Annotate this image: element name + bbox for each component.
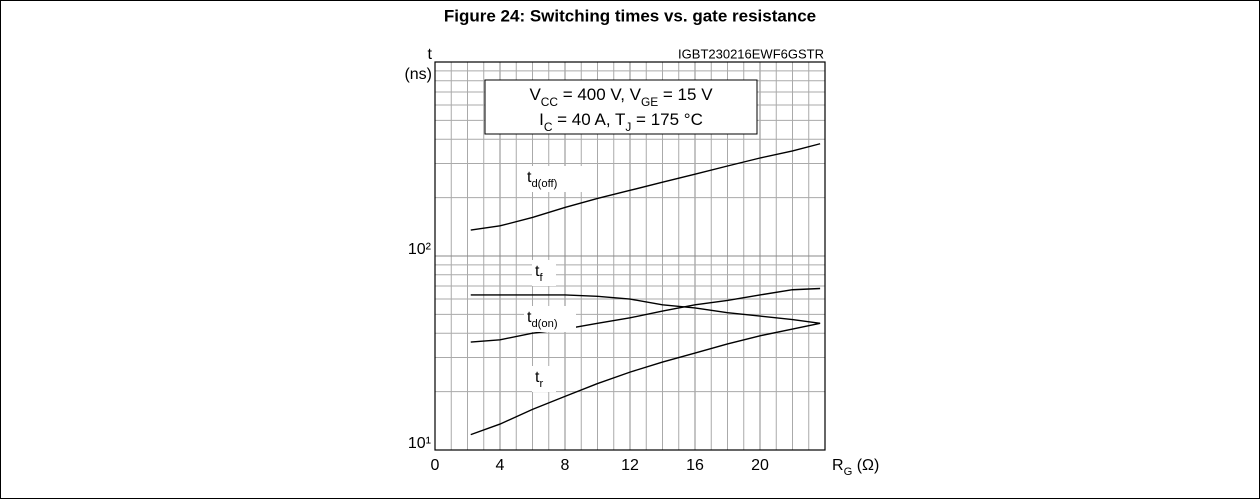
x-tick-label: 4 — [496, 457, 505, 474]
x-tick-label: 12 — [621, 457, 639, 474]
text-piece: = 175 °C — [631, 110, 703, 129]
text-piece: V — [529, 85, 541, 104]
series-label: td(off) — [527, 169, 558, 190]
text-piece: GE — [641, 95, 658, 109]
text-piece: = 400 V, V — [558, 85, 642, 104]
series-label: tr — [535, 369, 543, 390]
series-line — [470, 143, 821, 231]
series-label: td(on) — [527, 309, 558, 330]
code-label: IGBT230216EWF6GSTR — [678, 46, 824, 61]
text-piece: I — [539, 110, 544, 129]
y-axis-label: (ns) — [404, 66, 432, 83]
x-axis-label: RG (Ω) — [832, 457, 879, 478]
x-tick-label: 8 — [561, 457, 570, 474]
text-piece: = 40 A, T — [552, 110, 625, 129]
plot-border — [434, 61, 826, 451]
x-tick-label: 20 — [751, 457, 769, 474]
text-piece: G — [844, 466, 853, 478]
condition-text: IC = 40 A, TJ = 175 °C — [539, 110, 703, 134]
x-tick-label: 0 — [431, 457, 440, 474]
y-axis-label: t — [428, 46, 433, 63]
series-label-bg — [532, 366, 556, 392]
condition-text: VCC = 400 V, VGE = 15 V — [529, 85, 713, 109]
text-piece: J — [625, 120, 631, 134]
series-label-bg — [532, 260, 556, 286]
text-piece: = 15 V — [658, 85, 713, 104]
x-tick-label: 16 — [686, 457, 704, 474]
series-label-bg — [524, 166, 583, 192]
text-piece: C — [544, 120, 553, 134]
condition-box — [484, 79, 758, 135]
series-label-bg — [524, 306, 576, 332]
y-tick-label: 10¹ — [408, 435, 431, 452]
text-piece: (Ω) — [852, 457, 879, 474]
text-piece: CC — [541, 95, 559, 109]
series-label: tf — [535, 263, 543, 284]
y-tick-label: 10² — [408, 241, 432, 258]
text-piece: R — [832, 457, 844, 474]
series-line — [470, 287, 821, 343]
chart-title: Figure 24: Switching times vs. gate resi… — [444, 6, 816, 25]
series-line — [470, 322, 821, 436]
series-line — [470, 294, 821, 324]
